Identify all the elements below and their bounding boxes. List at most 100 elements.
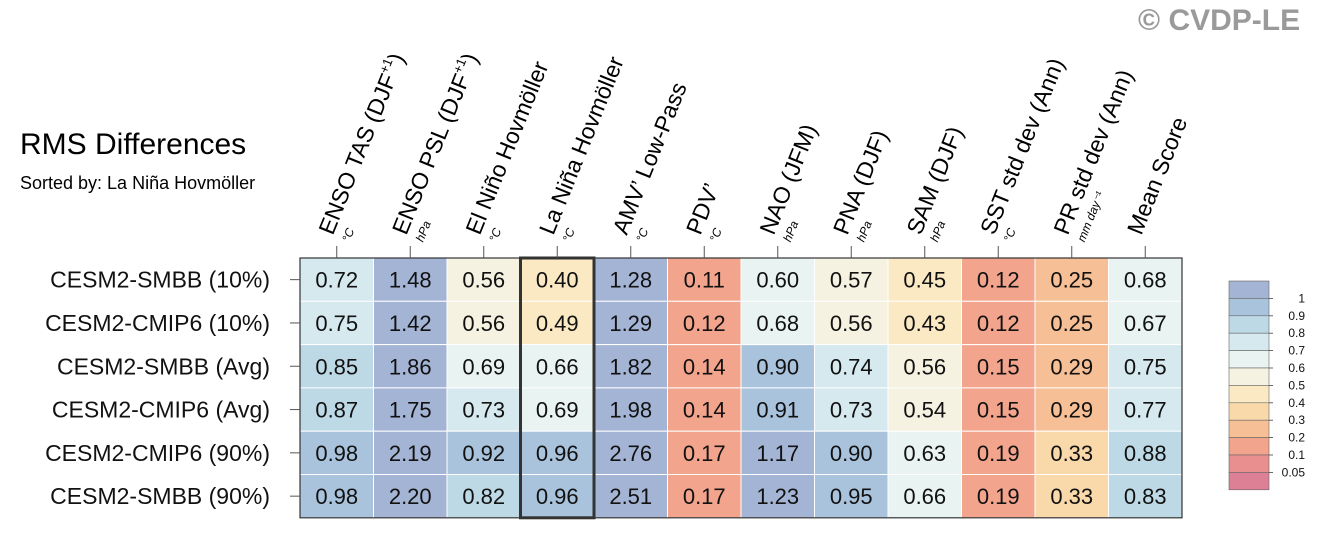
- heatmap-cell: [299, 344, 374, 389]
- cell-value-label: 1.17: [756, 441, 799, 466]
- cell-value-label: 0.17: [683, 484, 726, 509]
- cell-value-label: 0.98: [315, 441, 358, 466]
- colorbar-label: 0.8: [1288, 326, 1305, 340]
- cell-value-label: 0.69: [536, 398, 579, 423]
- heatmap-cell: [520, 474, 595, 519]
- cell-value-label: 0.60: [756, 268, 799, 293]
- cell-value-label: 0.29: [1050, 354, 1093, 379]
- heatmap-cell: [814, 257, 889, 302]
- row-label: CESM2-CMIP6 (10%): [45, 310, 270, 336]
- cell-value-label: 0.56: [903, 354, 946, 379]
- heatmap-cell: [667, 430, 742, 476]
- heatmap-cell: [887, 344, 962, 389]
- cell-value-label: 0.15: [977, 354, 1020, 379]
- colorbar-swatch: [1228, 367, 1270, 386]
- cell-value-label: 0.74: [830, 354, 873, 379]
- heatmap-cell: [961, 430, 1036, 476]
- heatmap-cell: [299, 300, 374, 346]
- cell-value-label: 0.14: [683, 354, 726, 379]
- heatmap-cell: [961, 344, 1036, 389]
- cell-value-label: 0.40: [536, 268, 579, 293]
- colorbar-swatch: [1228, 298, 1270, 317]
- cell-value-label: 0.57: [830, 268, 873, 293]
- cell-value-label: 0.68: [1124, 268, 1167, 293]
- cell-value-label: 0.25: [1050, 268, 1093, 293]
- cell-value-label: 0.91: [756, 398, 799, 423]
- heatmap-cell: [520, 344, 595, 389]
- heatmap-cell: [373, 257, 448, 302]
- heatmap-cell: [593, 430, 668, 476]
- column-label: Mean Score: [1122, 113, 1193, 238]
- heatmap-cell: [446, 387, 521, 432]
- cell-value-label: 1.28: [609, 268, 652, 293]
- row-label: CESM2-CMIP6 (Avg): [52, 397, 270, 423]
- column-header: Mean Score: [1122, 113, 1193, 238]
- heatmap-cell: [814, 474, 889, 519]
- colorbar-swatch: [1228, 385, 1270, 404]
- cell-value-label: 0.77: [1124, 398, 1167, 423]
- cell-value-label: 0.56: [462, 311, 505, 336]
- heatmap-cell: [740, 300, 815, 346]
- cell-value-label: 2.51: [609, 484, 652, 509]
- chart-subtitle: Sorted by: La Niña Hovmöller: [20, 173, 256, 193]
- heatmap-cell: [1108, 344, 1183, 389]
- cell-value-label: 0.43: [903, 311, 946, 336]
- heatmap-cell: [667, 300, 742, 346]
- heatmap-cell: [299, 474, 374, 519]
- heatmap-cell: [1034, 257, 1109, 302]
- colorbar-swatch: [1228, 315, 1270, 334]
- row-label: CESM2-SMBB (10%): [50, 267, 270, 293]
- cell-value-label: 0.56: [830, 311, 873, 336]
- cell-value-label: 1.29: [609, 311, 652, 336]
- colorbar-swatch: [1228, 280, 1270, 299]
- cell-value-label: 0.63: [903, 441, 946, 466]
- heatmap-cell: [667, 474, 742, 519]
- heatmap-cell: [961, 387, 1036, 432]
- heatmap-cell: [887, 300, 962, 346]
- heatmap-cell: [593, 474, 668, 519]
- cell-value-label: 1.98: [609, 398, 652, 423]
- cell-value-label: 0.96: [536, 484, 579, 509]
- column-label: El Niño Hovmöller: [460, 57, 553, 238]
- column-unit: °C: [1001, 226, 1019, 244]
- cell-value-label: 0.85: [315, 354, 358, 379]
- row-label: CESM2-SMBB (90%): [50, 483, 270, 509]
- colorbar-swatch: [1228, 472, 1270, 491]
- column-unit: °C: [707, 226, 725, 244]
- cell-value-label: 0.19: [977, 441, 1020, 466]
- cell-value-label: 0.54: [903, 398, 946, 423]
- cell-value-label: 0.83: [1124, 484, 1167, 509]
- cell-value-label: 0.17: [683, 441, 726, 466]
- cell-value-label: 0.75: [315, 311, 358, 336]
- cell-value-label: 0.45: [903, 268, 946, 293]
- cell-value-label: 0.14: [683, 398, 726, 423]
- cell-value-label: 0.73: [830, 398, 873, 423]
- heatmap-cell: [373, 387, 448, 432]
- heatmap-cell: [667, 387, 742, 432]
- cell-value-label: 0.66: [903, 484, 946, 509]
- colorbar-label: 0.6: [1288, 361, 1305, 375]
- cell-value-label: 2.76: [609, 441, 652, 466]
- cell-value-label: 0.25: [1050, 311, 1093, 336]
- row-label: CESM2-SMBB (Avg): [57, 353, 270, 379]
- cell-value-label: 0.92: [462, 441, 505, 466]
- cell-value-label: 1.86: [389, 354, 432, 379]
- colorbar-swatch: [1228, 419, 1270, 438]
- heatmap-cell: [814, 430, 889, 476]
- colorbar-label: 0.2: [1288, 431, 1305, 445]
- colorbar-swatch: [1228, 402, 1270, 421]
- heatmap-cell: [887, 474, 962, 519]
- cell-value-label: 0.33: [1050, 441, 1093, 466]
- cell-value-label: 0.68: [756, 311, 799, 336]
- colorbar-label: 1: [1298, 291, 1305, 305]
- cell-value-label: 0.69: [462, 354, 505, 379]
- colorbar-label: 0.5: [1288, 378, 1305, 392]
- heatmap-cell: [446, 344, 521, 389]
- watermark-text: © CVDP-LE: [1138, 4, 1301, 37]
- column-header: PNA (DJF)hPa: [828, 126, 893, 244]
- colorbar-swatch: [1228, 454, 1270, 473]
- cell-value-label: 1.42: [389, 311, 432, 336]
- colorbar-label: 0.7: [1288, 344, 1305, 358]
- column-header: NAO (JFM)hPa: [754, 120, 822, 244]
